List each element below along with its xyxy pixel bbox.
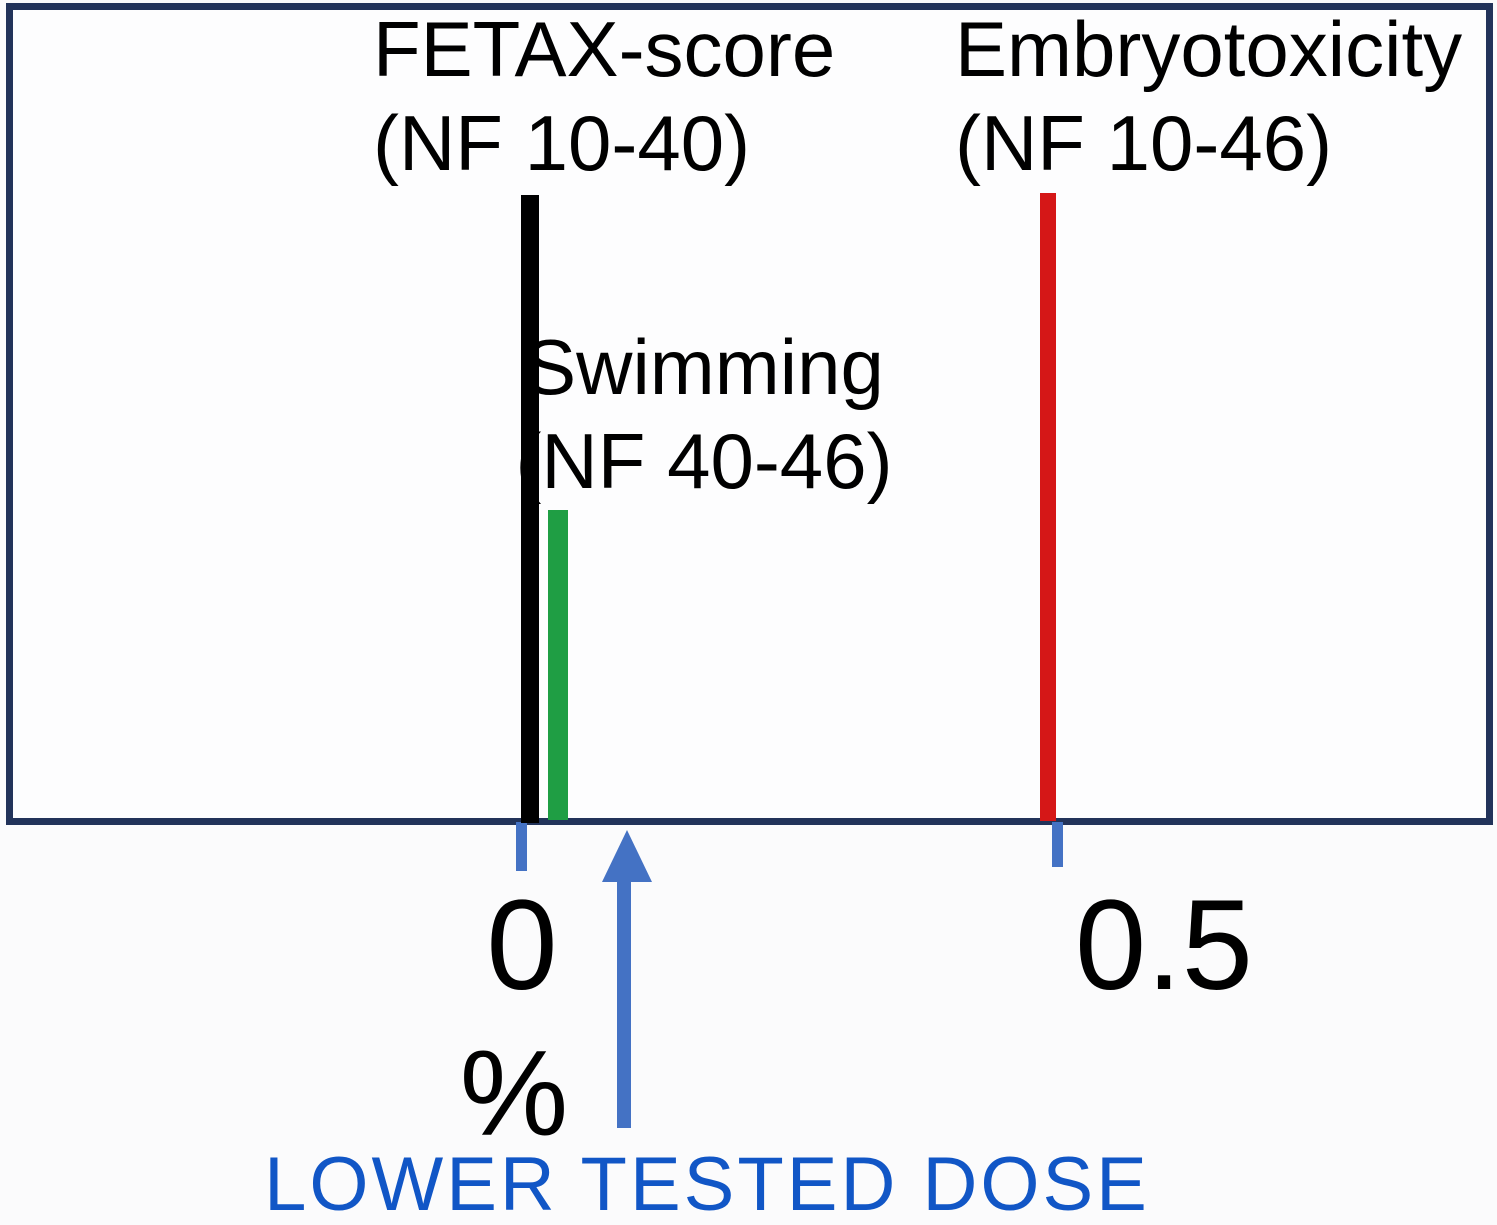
- fetax-score-label: FETAX-score (NF 10-40): [373, 2, 835, 190]
- fetax-marker-bar: [521, 195, 539, 823]
- x-axis-tick-label-0: 0: [486, 874, 558, 1017]
- x-axis-tick-0-5: [1052, 822, 1063, 867]
- plot-area-border: [6, 3, 1493, 825]
- embryotoxicity-marker-bar: [1040, 193, 1056, 821]
- embryotoxicity-label-line1: Embryotoxicity: [955, 5, 1463, 93]
- x-axis-tick-label-0-5: 0.5: [1075, 874, 1253, 1017]
- swimming-label: Swimming (NF 40-46): [515, 320, 892, 508]
- lower-dose-arrow-up-icon: [602, 830, 652, 882]
- x-axis-unit-label: %: [459, 1025, 569, 1161]
- embryotoxicity-label-line2: (NF 10-46): [955, 99, 1333, 187]
- lower-tested-dose-annotation: LOWER TESTED DOSE: [264, 1142, 1150, 1225]
- swimming-label-line2: (NF 40-46): [515, 417, 893, 505]
- fetax-score-label-line2: (NF 10-40): [373, 99, 751, 187]
- swimming-marker-bar: [548, 510, 568, 820]
- embryotoxicity-label: Embryotoxicity (NF 10-46): [955, 2, 1462, 190]
- lower-dose-arrow-stem: [617, 878, 631, 1128]
- fetax-score-label-line1: FETAX-score: [373, 5, 836, 93]
- swimming-label-line1: Swimming: [524, 323, 884, 411]
- x-axis-tick-0: [516, 822, 527, 871]
